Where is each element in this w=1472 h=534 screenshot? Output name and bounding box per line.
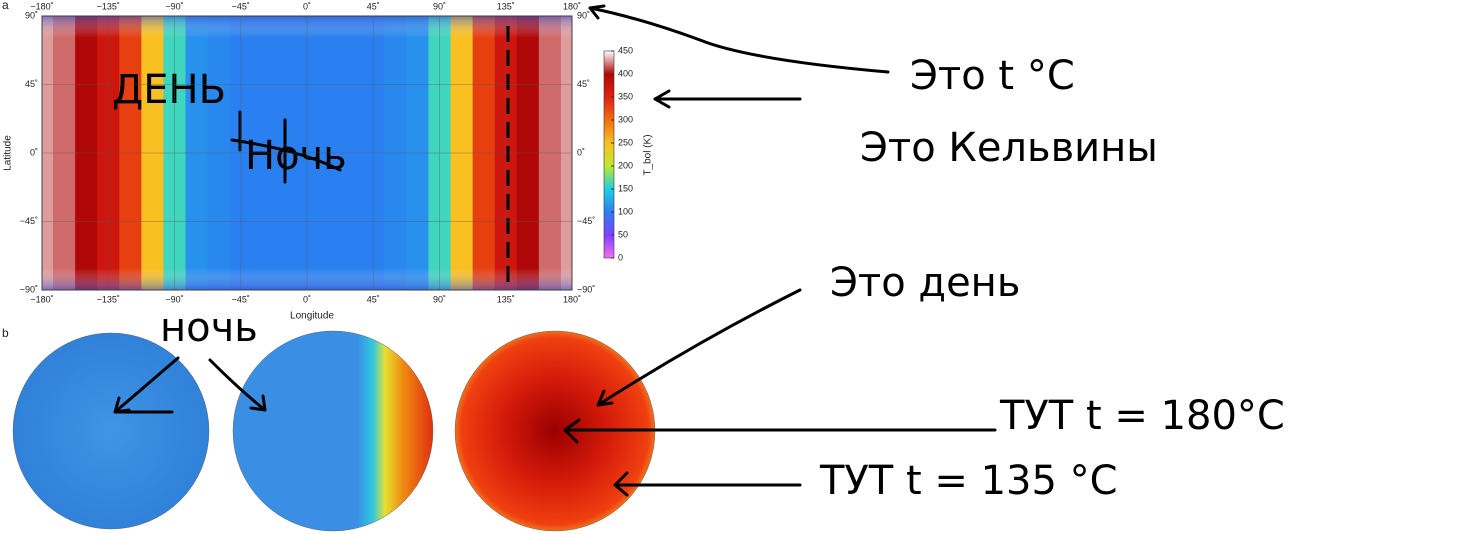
annotation: ДЕНЬ	[112, 67, 226, 113]
x-tick-label: 90˚	[433, 1, 446, 11]
x-tick-label: −180˚	[30, 1, 53, 11]
y-tick-label: 90˚	[25, 10, 38, 20]
arrow	[208, 358, 267, 412]
annotation: ТУТ t = 135 °C	[819, 458, 1118, 504]
arrow	[596, 288, 802, 407]
colorbar-tick-label: 450	[618, 45, 633, 55]
colorbar-tick-label: 50	[618, 229, 628, 239]
annotation: ТУТ t = 180°C	[999, 393, 1285, 439]
x-tick-label: 0˚	[303, 294, 311, 304]
y-tick-label: −45˚	[20, 216, 38, 226]
colorbar-tick-label: 250	[618, 137, 633, 147]
x-tick-label: −45˚	[232, 294, 250, 304]
arrow	[563, 418, 997, 444]
colorbar-tick-label: 150	[618, 183, 633, 193]
colorbar-tick-label: 300	[618, 114, 633, 124]
y-axis-label: Latitude	[3, 135, 14, 171]
y-tick-label: 90˚	[577, 10, 590, 20]
colorbar-tick-label: 400	[618, 68, 633, 78]
x-tick-label: −90˚	[165, 1, 183, 11]
x-axis-label: Longitude	[290, 311, 334, 322]
colorbar-tick-label: 0	[618, 252, 623, 262]
colorbar-tick-label: 100	[618, 206, 633, 216]
globe	[232, 330, 434, 532]
x-tick-label: 45˚	[367, 294, 380, 304]
annotation: Ночь	[245, 133, 347, 179]
panel-label: b	[2, 326, 9, 340]
y-tick-label: 45˚	[577, 79, 590, 89]
y-tick-label: 45˚	[25, 79, 38, 89]
x-tick-label: −180˚	[30, 294, 53, 304]
arrow	[113, 356, 180, 414]
panel-label: a	[2, 0, 9, 12]
y-tick-label: −45˚	[577, 216, 595, 226]
x-tick-label: 0˚	[303, 1, 311, 11]
annotation: Это день	[830, 260, 1020, 306]
arrow	[653, 89, 802, 109]
arrow	[588, 4, 890, 74]
annotation: ночь	[160, 305, 258, 351]
x-tick-label: 180˚	[563, 294, 581, 304]
x-tick-label: −135˚	[97, 1, 120, 11]
colorbar-label: T_bol (K)	[643, 134, 654, 175]
y-tick-label: 0˚	[577, 147, 585, 157]
x-tick-label: 180˚	[563, 1, 581, 11]
map	[41, 15, 573, 291]
x-tick-label: −45˚	[232, 1, 250, 11]
annotation: Это Кельвины	[860, 125, 1158, 171]
globe	[12, 332, 210, 530]
annotation: Это t °C	[910, 53, 1075, 99]
arrow	[613, 471, 802, 497]
x-tick-label: 135˚	[497, 294, 515, 304]
ink-stroke	[230, 110, 342, 184]
colorbar-tick-label: 200	[618, 160, 633, 170]
x-tick-label: −90˚	[165, 294, 183, 304]
x-tick-label: 45˚	[367, 1, 380, 11]
pole-shading	[42, 16, 572, 290]
colorbar-tick-label: 350	[618, 91, 633, 101]
x-tick-label: 90˚	[433, 294, 446, 304]
y-tick-label: −90˚	[577, 284, 595, 294]
colorbar	[603, 50, 615, 259]
plot-frame	[41, 15, 573, 291]
y-tick-label: −90˚	[20, 284, 38, 294]
x-tick-label: 135˚	[497, 1, 515, 11]
y-tick-label: 0˚	[30, 147, 38, 157]
x-tick-label: −135˚	[97, 294, 120, 304]
